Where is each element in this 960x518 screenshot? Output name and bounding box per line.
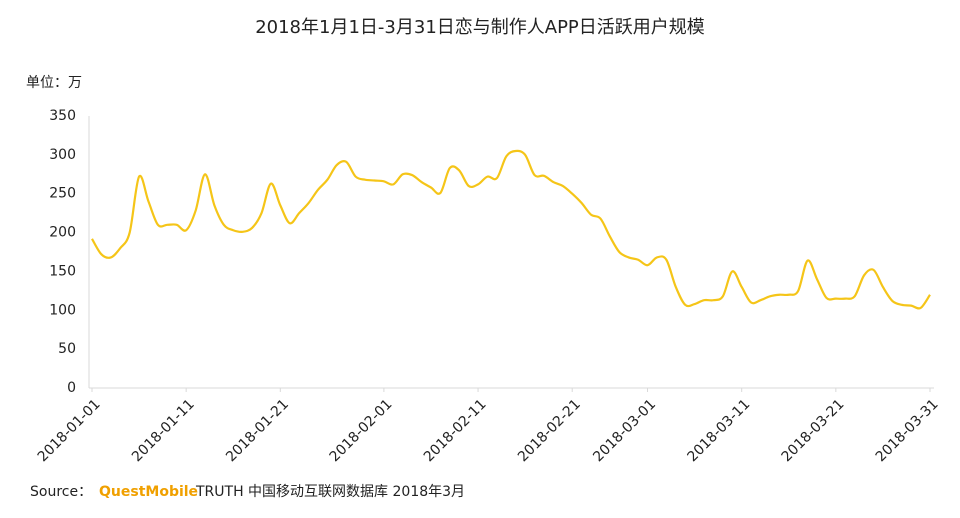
y-tick-label: 100 [49,302,76,318]
x-tick-label: 2018-02-01 [327,396,396,465]
x-tick-label: 2018-02-11 [421,396,490,465]
y-unit: 单位：万 [26,75,82,91]
x-tick-label: 2018-03-31 [873,396,942,465]
x-tick-label: 2018-01-21 [223,396,292,465]
chart-title: 2018年1月1日-3月31日恋与制作人APP日活跃用户规模 [255,16,705,38]
source-brand: QuestMobile [99,484,198,500]
source-label: Source： [30,484,92,500]
y-tick-label: 250 [49,186,76,202]
source-text: TRUTH 中国移动互联网数据库 2018年3月 [195,484,465,500]
x-tick-label: 2018-01-01 [35,396,104,465]
x-tick-label: 2018-02-21 [515,396,584,465]
y-tick-label: 300 [49,147,76,163]
y-tick-label: 50 [58,341,76,357]
x-tick-label: 2018-03-21 [779,396,848,465]
y-tick-label: 0 [67,380,76,396]
y-tick-label: 200 [49,225,76,241]
x-tick-label: 2018-03-01 [590,396,659,465]
y-tick-label: 150 [49,263,76,279]
x-tick-label: 2018-03-11 [684,396,753,465]
y-tick-label: 350 [49,108,76,124]
data-line [91,149,931,310]
x-tick-label: 2018-01-11 [129,396,198,465]
